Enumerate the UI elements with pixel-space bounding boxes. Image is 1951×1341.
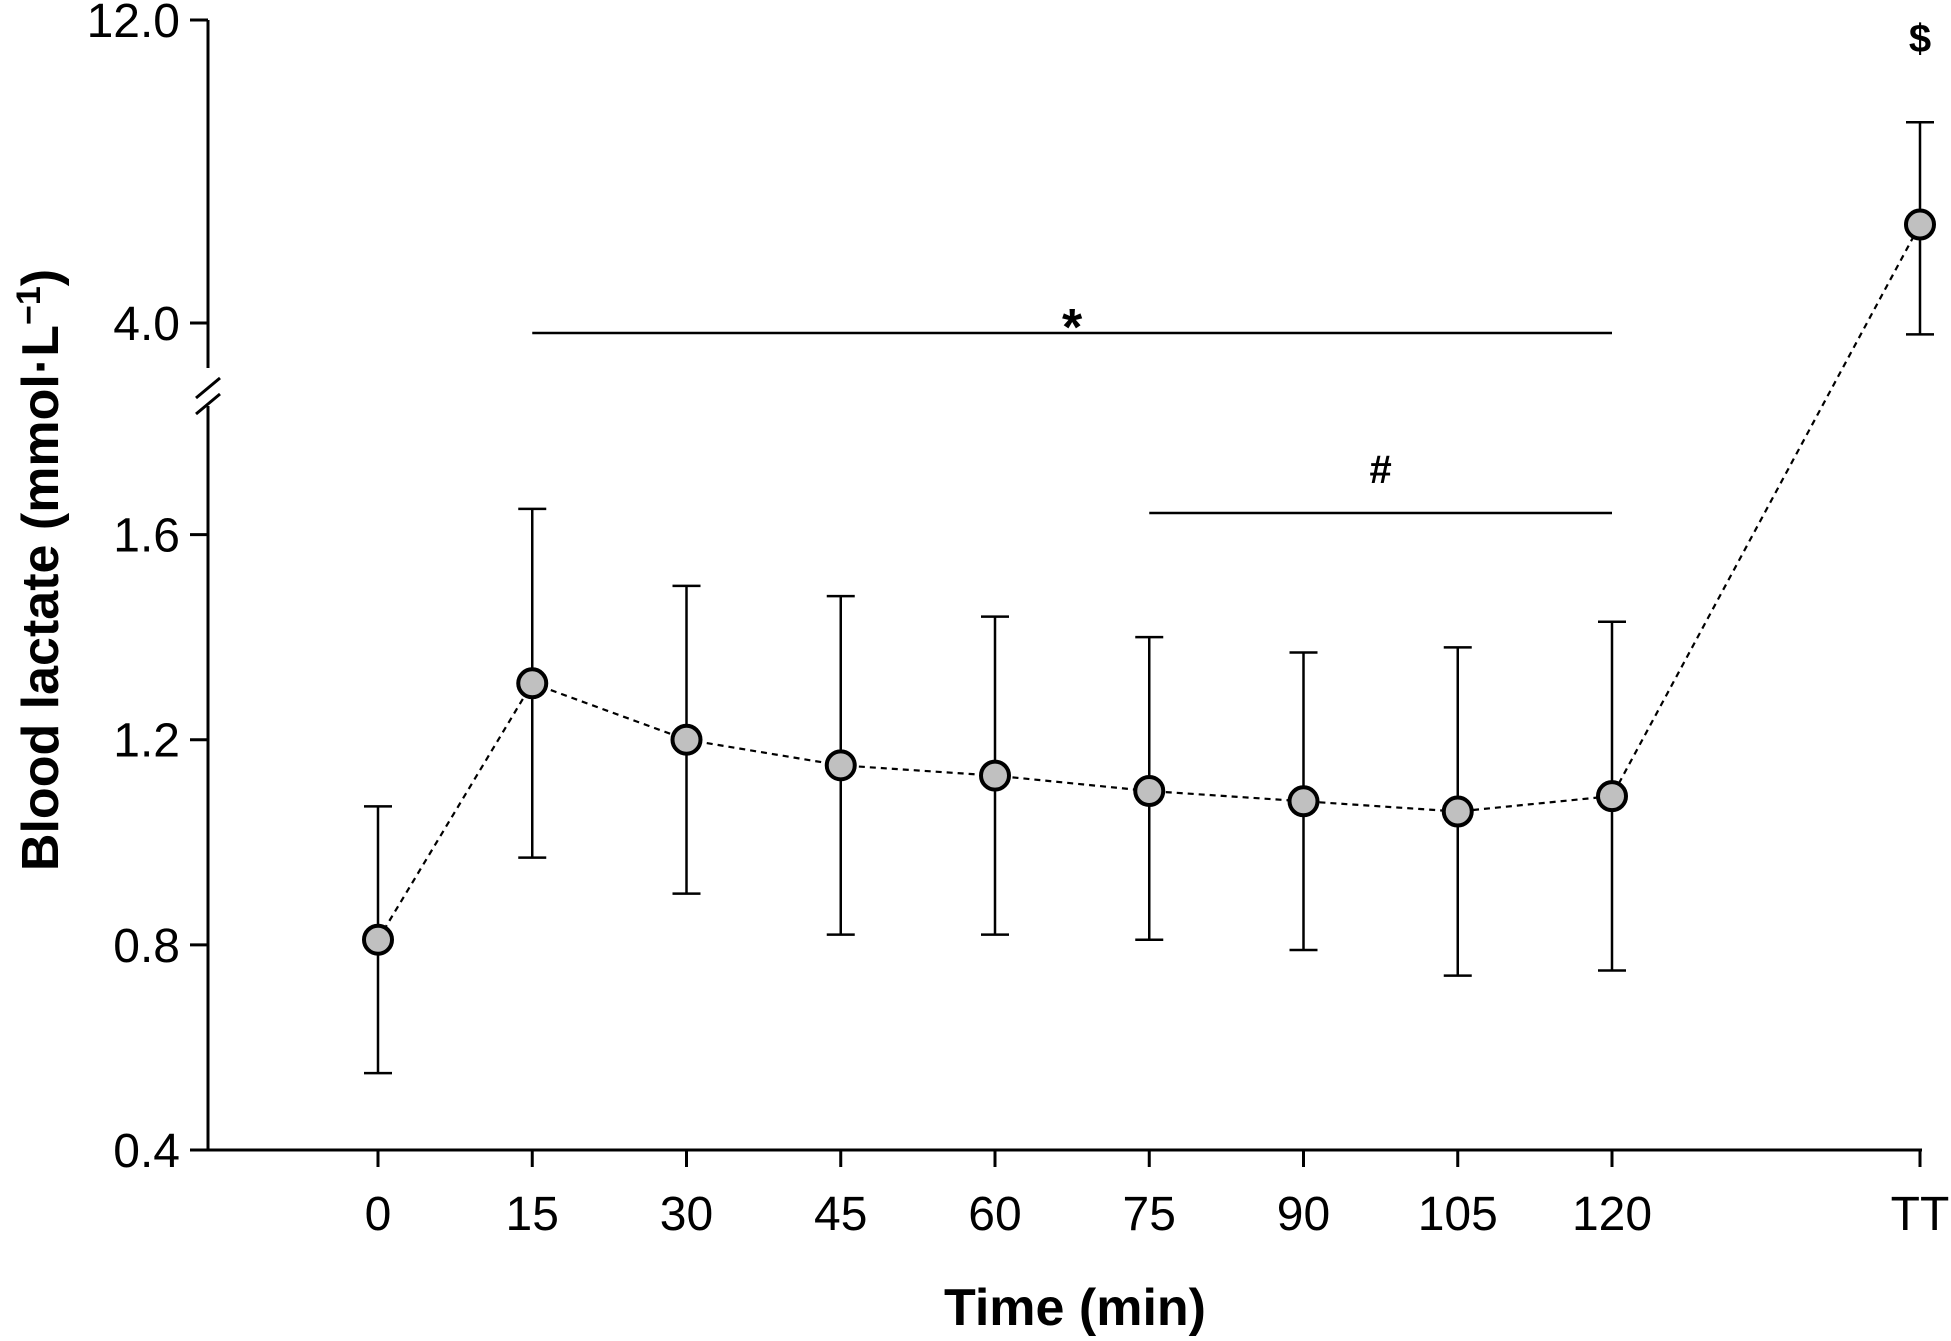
x-axis-title: Time (min) <box>944 1279 1206 1337</box>
y-axis-title-sup: −1 <box>10 286 48 325</box>
y-tick-label: 4.0 <box>113 298 180 351</box>
y-tick-label: 0.8 <box>113 920 180 973</box>
data-point <box>670 723 703 756</box>
axis-break-mark-lower <box>195 376 221 400</box>
data-point <box>516 667 549 700</box>
annotations: * # $ <box>532 17 1931 515</box>
series-layer <box>362 121 1936 1075</box>
x-tick-label: 90 <box>1277 1188 1330 1241</box>
x-tick-label: 0 <box>365 1188 392 1241</box>
data-point <box>362 923 394 956</box>
y-tick-label: 1.6 <box>113 510 180 563</box>
y-axis-title-main: Blood lactate (mmol·L <box>12 325 70 871</box>
y-tick-label: 1.2 <box>113 715 180 768</box>
data-point <box>979 759 1011 792</box>
x-tick-label: 105 <box>1418 1188 1498 1241</box>
data-point <box>1441 795 1474 828</box>
x-tick-label: TT <box>1891 1188 1950 1241</box>
x-tick-label: 45 <box>814 1188 867 1241</box>
data-point <box>1904 208 1936 241</box>
axis-break-mark-upper <box>195 392 221 416</box>
significance-marker: # <box>1370 448 1392 492</box>
significance-marker: $ <box>1909 17 1931 61</box>
y-axis-title-close: ) <box>12 269 70 286</box>
data-point <box>824 749 857 782</box>
x-tick-label: 120 <box>1572 1188 1652 1241</box>
axes: 0.4 0.8 1.2 1.6 4.0 12.0 0 15 30 45 60 75 90 105 120 TT <box>87 0 1950 1241</box>
y-tick-label: 12.0 <box>87 0 180 48</box>
x-tick-label: 60 <box>968 1188 1021 1241</box>
data-point <box>1596 780 1628 813</box>
data-point <box>1287 785 1320 818</box>
y-tick-label: 0.4 <box>113 1125 180 1178</box>
data-point <box>1133 775 1166 807</box>
x-tick-label: 75 <box>1123 1188 1176 1241</box>
x-tick-label: 15 <box>506 1188 559 1241</box>
series-line <box>377 224 1921 941</box>
significance-marker: * <box>1062 299 1083 357</box>
y-axis-title: Blood lactate (mmol·L−1) <box>10 269 70 871</box>
x-tick-label: 30 <box>660 1188 713 1241</box>
